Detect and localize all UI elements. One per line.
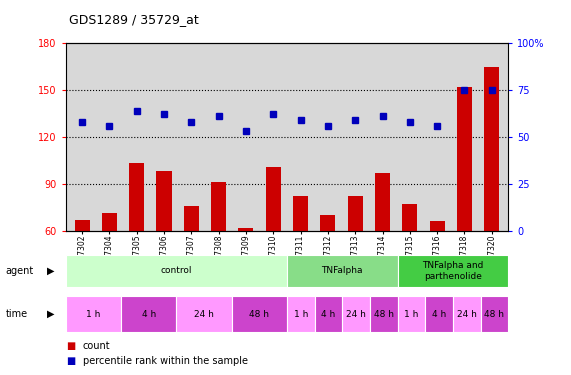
Text: count: count (83, 340, 110, 351)
Bar (403, 204, 417, 324)
Text: 4 h: 4 h (432, 310, 446, 318)
Bar (375, 173, 390, 324)
Text: 48 h: 48 h (250, 310, 270, 318)
Bar (75, 220, 90, 324)
Text: 48 h: 48 h (484, 310, 504, 318)
Bar (293, 196, 308, 324)
Text: ■: ■ (66, 356, 75, 366)
Text: 4 h: 4 h (142, 310, 156, 318)
Bar (184, 206, 199, 324)
Text: percentile rank within the sample: percentile rank within the sample (83, 356, 248, 366)
Text: 1 h: 1 h (293, 310, 308, 318)
Bar (425, 296, 453, 332)
Bar (287, 255, 397, 287)
Bar (66, 255, 287, 287)
Bar (232, 296, 287, 332)
Text: GDS1289 / 35729_at: GDS1289 / 35729_at (69, 13, 198, 26)
Bar (156, 171, 171, 324)
Bar (315, 296, 342, 332)
Bar (457, 87, 472, 324)
Text: time: time (6, 309, 28, 319)
Text: agent: agent (6, 266, 34, 276)
Text: 1 h: 1 h (86, 310, 100, 318)
Text: ▶: ▶ (47, 309, 55, 319)
Bar (176, 296, 232, 332)
Text: ▶: ▶ (47, 266, 55, 276)
Text: TNFalpha and
parthenolide: TNFalpha and parthenolide (422, 261, 484, 280)
Bar (370, 296, 397, 332)
Text: 48 h: 48 h (374, 310, 394, 318)
Bar (287, 296, 315, 332)
Bar (397, 296, 425, 332)
Bar (266, 166, 281, 324)
Bar (211, 182, 226, 324)
Bar (481, 296, 508, 332)
Bar (429, 221, 445, 324)
Bar (348, 196, 363, 324)
Text: control: control (160, 266, 192, 275)
Text: 24 h: 24 h (194, 310, 214, 318)
Bar (121, 296, 176, 332)
Text: 4 h: 4 h (321, 310, 336, 318)
Bar (397, 255, 508, 287)
Text: 1 h: 1 h (404, 310, 419, 318)
Bar (66, 296, 121, 332)
Bar (484, 67, 499, 324)
Bar (102, 213, 117, 324)
Text: ■: ■ (66, 340, 75, 351)
Text: 24 h: 24 h (346, 310, 366, 318)
Bar (342, 296, 370, 332)
Text: TNFalpha: TNFalpha (321, 266, 363, 275)
Bar (129, 164, 144, 324)
Bar (453, 296, 481, 332)
Text: 24 h: 24 h (457, 310, 477, 318)
Bar (320, 215, 335, 324)
Bar (239, 228, 254, 324)
